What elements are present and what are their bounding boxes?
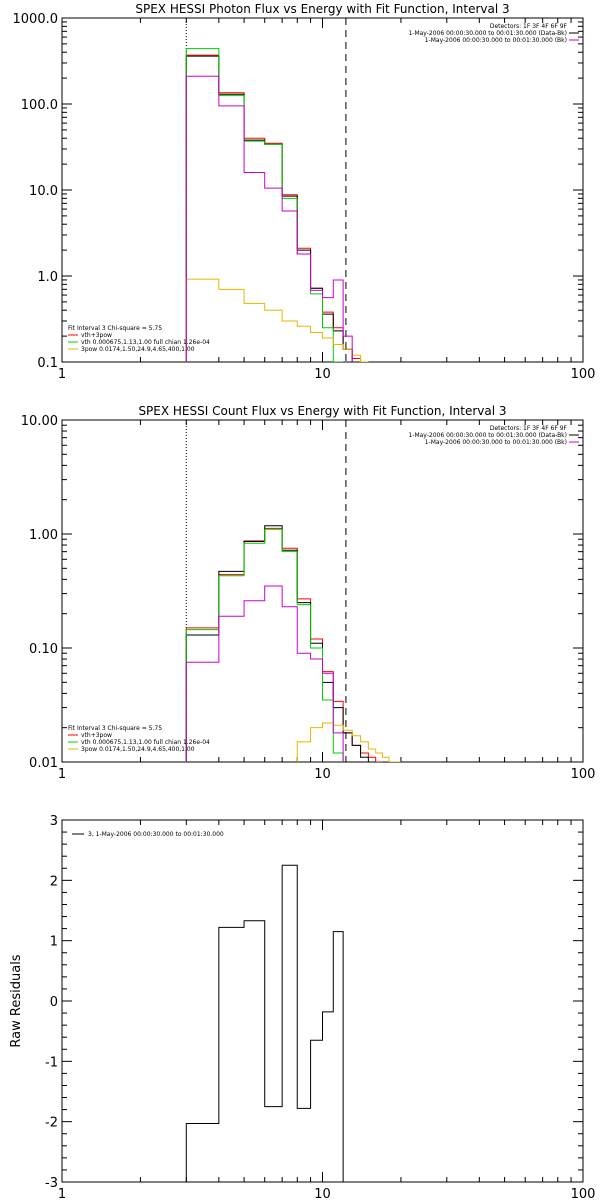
legend-text: Detectors: 1F 3F 4F 6F 9F bbox=[490, 425, 568, 432]
legend-text: Fit Interval 3 Chi-square = 5.75 bbox=[68, 325, 162, 332]
legend-text: 3pow 0.0174,1.50,24.9,4.65,400,1.00 bbox=[81, 346, 195, 353]
series-line-data-bk bbox=[185, 525, 369, 762]
series-line-bk bbox=[185, 585, 344, 762]
x-tick-label: 1 bbox=[58, 367, 66, 382]
legend-text: vth+3pow bbox=[81, 332, 112, 339]
y-tick-label: 1000.0 bbox=[13, 12, 59, 27]
series-line-vth-3pow bbox=[185, 54, 362, 362]
series-line-bk bbox=[185, 75, 353, 362]
y-tick-label: 3 bbox=[50, 814, 58, 829]
residuals-panel: Raw Residuals 1 10 100 -3 -2 -1 0 1 2 3 3, 1-May-20… bbox=[9, 814, 596, 1200]
legend-text: 3pow 0.0174,1.50,24.9,4.65,400,1.00 bbox=[81, 746, 195, 753]
y-tick-label: 0.1 bbox=[37, 356, 58, 371]
legend-text: vth 0.000675,1.13,1.00 full chian 1.26e-… bbox=[81, 339, 210, 346]
y-tick-label: 0 bbox=[50, 995, 58, 1010]
legend-text: 1-May-2006 00:00:30.000 to 00:01:30.000 … bbox=[425, 37, 567, 44]
y-tick-label: 10.0 bbox=[29, 184, 58, 199]
x-tick-label: 1 bbox=[58, 1187, 66, 1200]
y-axis-label: Raw Residuals bbox=[9, 954, 24, 1047]
x-tick-label: 10 bbox=[314, 367, 331, 382]
plot-frame bbox=[61, 419, 584, 763]
chart-title: SPEX HESSI Photon Flux vs Energy with Fi… bbox=[135, 2, 509, 16]
y-tick-label: 1.0 bbox=[37, 270, 58, 285]
photon-flux-panel: SPEX HESSI Photon Flux vs Energy with Fi… bbox=[13, 2, 596, 382]
y-tick-label: -3 bbox=[45, 1176, 58, 1191]
series-group bbox=[185, 864, 344, 1182]
legend-text: Detectors: 1F 3F 4F 6F 9F bbox=[490, 23, 568, 30]
y-tick-label: -2 bbox=[45, 1116, 58, 1131]
series-line-vth-3pow bbox=[185, 527, 383, 762]
x-tick-label: 10 bbox=[314, 767, 331, 782]
y-tick-label: 2 bbox=[50, 874, 58, 889]
series-group bbox=[185, 525, 401, 762]
count-flux-panel: SPEX HESSI Count Flux vs Energy with Fit… bbox=[21, 404, 596, 782]
legend-text: 3, 1-May-2006 00:00:30.000 to 00:01:30.0… bbox=[88, 831, 224, 838]
y-tick-label: 1 bbox=[50, 935, 58, 950]
legend-text: 1-May-2006 00:00:30.000 to 00:01:30.000 … bbox=[408, 432, 567, 439]
series-line-3pow bbox=[296, 722, 401, 762]
y-tick-label: 0.10 bbox=[29, 642, 58, 657]
series-line-vth bbox=[185, 48, 344, 362]
series-group bbox=[185, 48, 369, 362]
x-tick-label: 100 bbox=[571, 767, 596, 782]
legend-text: vth 0.000675,1.13,1.00 full chian 1.26e-… bbox=[81, 739, 210, 746]
chart-title: SPEX HESSI Count Flux vs Energy with Fit… bbox=[138, 404, 506, 418]
y-tick-label: 0.01 bbox=[29, 756, 58, 771]
legend-text: 1-May-2006 00:00:30.000 to 00:01:30.000 … bbox=[408, 30, 567, 37]
legend-text: vth+3pow bbox=[81, 732, 112, 739]
y-tick-label: -1 bbox=[45, 1055, 58, 1070]
series-line-data-bk bbox=[185, 55, 361, 362]
legend-text: 1-May-2006 00:00:30.000 to 00:01:30.000 … bbox=[425, 439, 567, 446]
series-line-residuals bbox=[185, 864, 344, 1182]
x-tick-label: 10 bbox=[314, 1187, 331, 1200]
y-tick-label: 100.0 bbox=[21, 98, 58, 113]
x-tick-label: 1 bbox=[58, 767, 66, 782]
legend-text: Fit Interval 3 Chi-square = 5.75 bbox=[68, 725, 162, 732]
y-tick-label: 1.00 bbox=[29, 528, 58, 543]
x-tick-label: 100 bbox=[571, 1187, 596, 1200]
series-line-vth bbox=[185, 528, 344, 762]
x-tick-label: 100 bbox=[571, 367, 596, 382]
plot-frame bbox=[61, 819, 584, 1183]
series-line-3pow bbox=[185, 278, 369, 362]
y-tick-label: 10.00 bbox=[21, 414, 58, 429]
